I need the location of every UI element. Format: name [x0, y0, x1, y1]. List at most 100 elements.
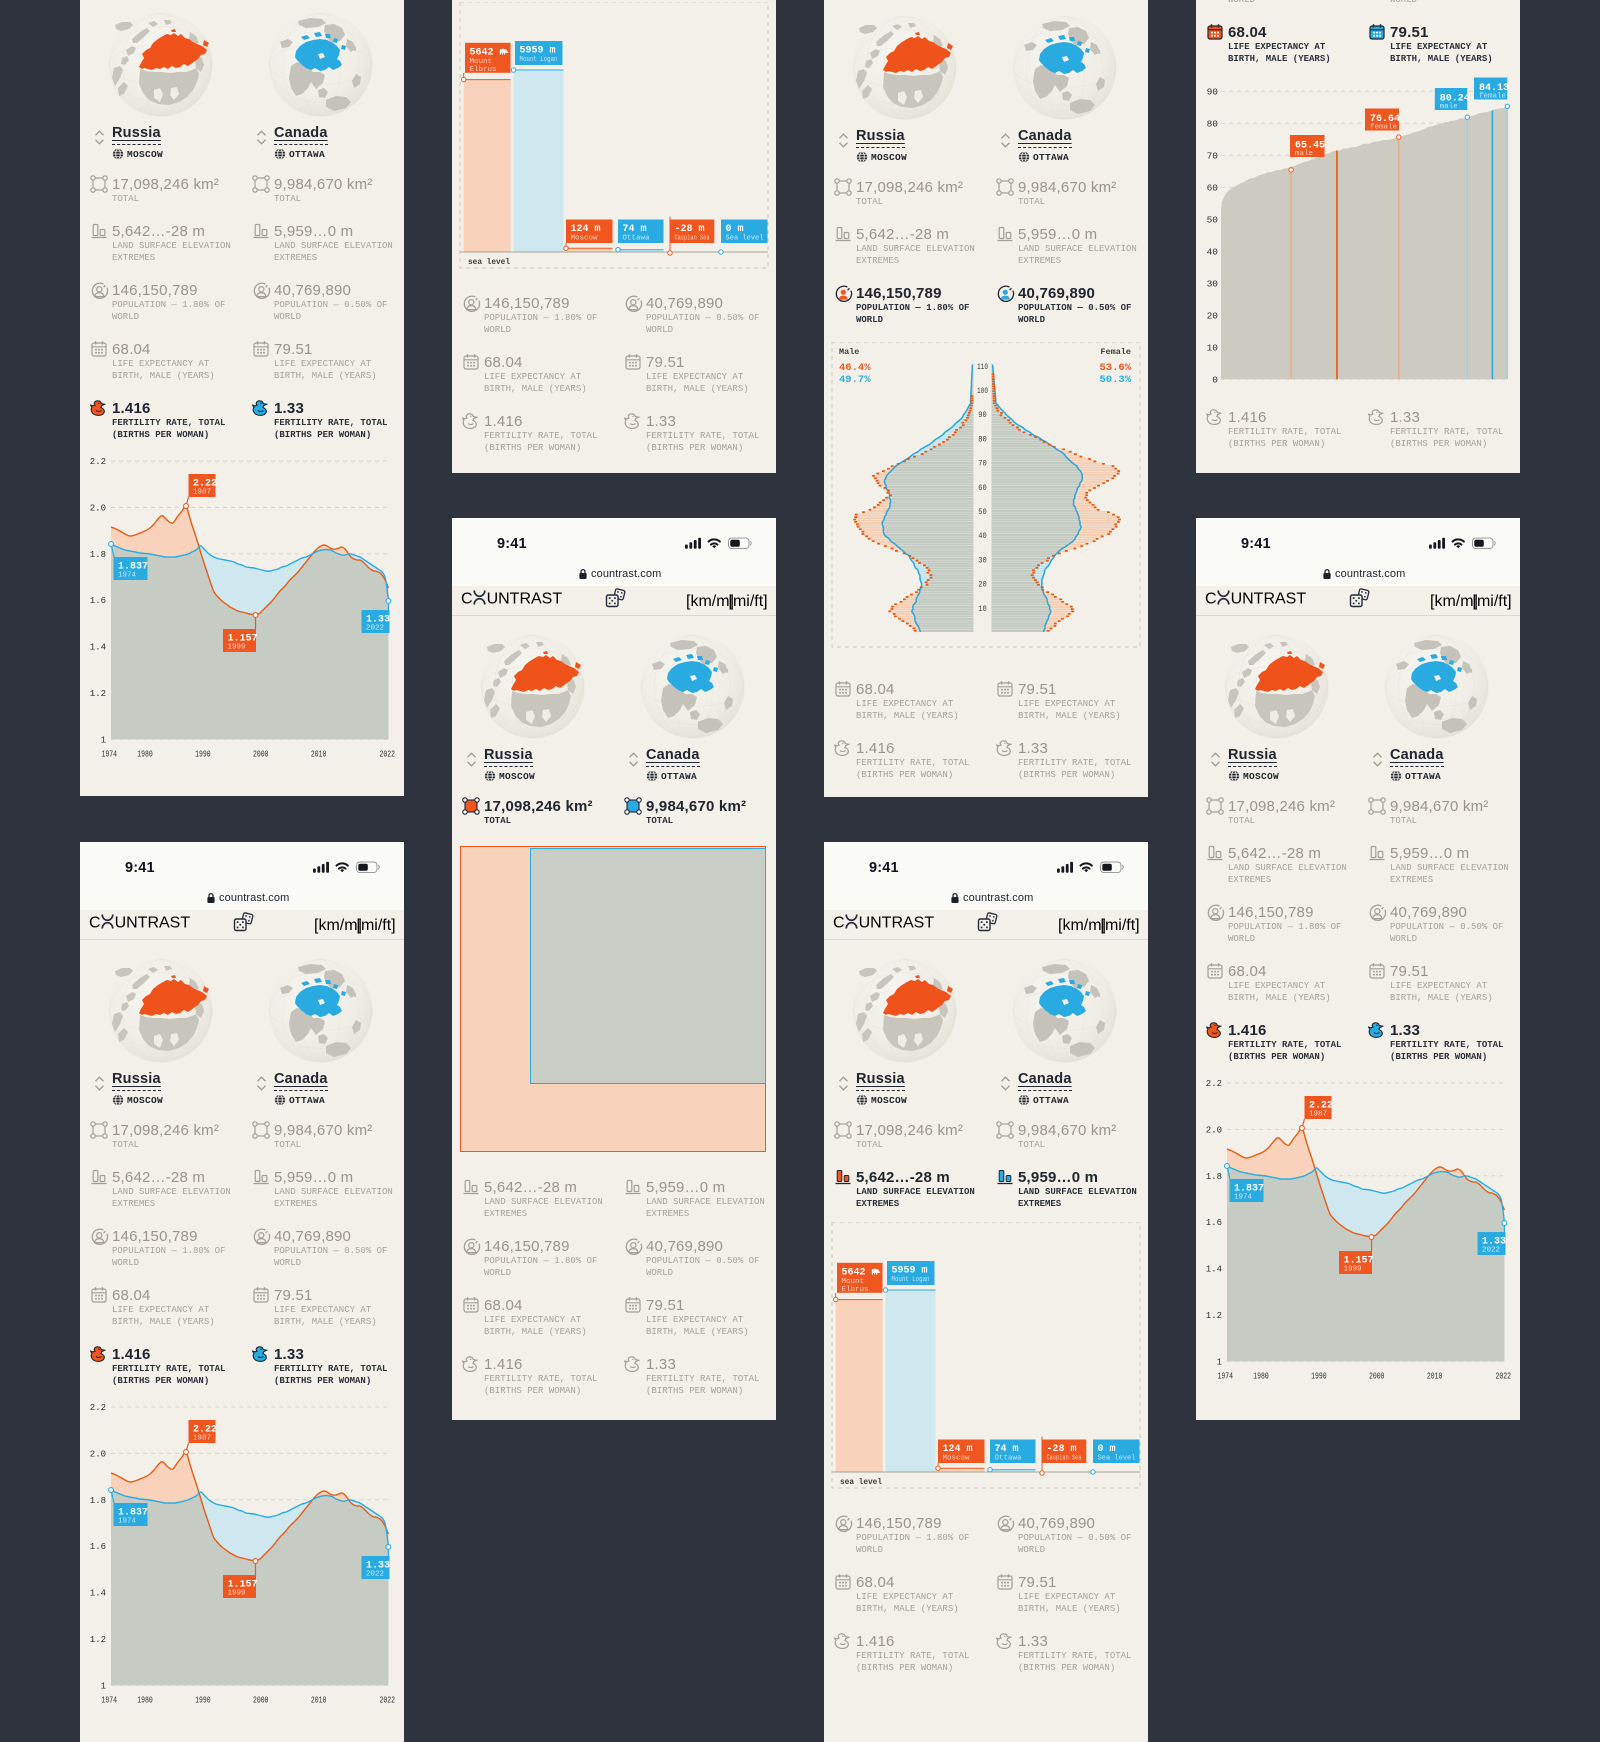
- svg-text:2.0: 2.0: [90, 503, 106, 513]
- svg-text:90: 90: [1207, 86, 1219, 97]
- svg-text:1999: 1999: [228, 644, 246, 652]
- svg-text:10: 10: [1207, 342, 1219, 353]
- svg-text:-28 m: -28 m: [1047, 1444, 1077, 1455]
- svg-text:2022: 2022: [380, 748, 396, 759]
- svg-text:1974: 1974: [118, 1518, 137, 1526]
- svg-text:sea level: sea level: [840, 1477, 882, 1487]
- svg-text:1: 1: [101, 735, 106, 745]
- svg-text:2.2: 2.2: [90, 1403, 106, 1413]
- svg-text:2000: 2000: [253, 1694, 269, 1705]
- svg-text:40: 40: [1207, 246, 1219, 257]
- svg-text:-28 m: -28 m: [675, 224, 705, 235]
- svg-text:Ottawa: Ottawa: [623, 235, 651, 243]
- svg-text:Moscow: Moscow: [571, 235, 599, 243]
- svg-text:1974: 1974: [1234, 1194, 1253, 1202]
- svg-text:2022: 2022: [1482, 1247, 1500, 1255]
- svg-text:2022: 2022: [366, 1571, 384, 1579]
- svg-text:2.0: 2.0: [1206, 1125, 1222, 1135]
- svg-text:1.6: 1.6: [90, 1542, 106, 1552]
- svg-text:50: 50: [1207, 214, 1219, 225]
- svg-text:2.2: 2.2: [90, 457, 106, 467]
- svg-text:0 m: 0 m: [1098, 1444, 1116, 1455]
- svg-text:1987: 1987: [193, 489, 211, 497]
- svg-text:2010: 2010: [311, 1694, 327, 1705]
- svg-text:84.13: 84.13: [1479, 83, 1509, 94]
- svg-text:1.157: 1.157: [228, 634, 258, 645]
- svg-text:Mount Logan: Mount Logan: [520, 56, 558, 64]
- svg-text:1987: 1987: [193, 1435, 211, 1443]
- svg-text:53.6%: 53.6%: [1099, 362, 1131, 374]
- svg-text:1990: 1990: [195, 1694, 211, 1705]
- svg-text:Caspian Sea: Caspian Sea: [1047, 1455, 1082, 1463]
- svg-text:0: 0: [1212, 374, 1218, 385]
- svg-text:5959 m: 5959 m: [892, 1266, 928, 1277]
- svg-text:2.0: 2.0: [90, 1449, 106, 1459]
- svg-text:1.6: 1.6: [90, 596, 106, 606]
- svg-text:74 m: 74 m: [623, 224, 647, 235]
- svg-text:1.2: 1.2: [90, 689, 106, 699]
- svg-text:2000: 2000: [253, 748, 269, 759]
- svg-text:1980: 1980: [137, 1694, 153, 1705]
- svg-text:Mount Logan: Mount Logan: [892, 1276, 930, 1284]
- svg-text:2022: 2022: [380, 1694, 396, 1705]
- svg-text:Caspian Sea: Caspian Sea: [675, 235, 710, 243]
- svg-text:Mount: Mount: [842, 1278, 865, 1286]
- svg-text:Sea level: Sea level: [1098, 1455, 1136, 1463]
- svg-text:Male: Male: [839, 347, 859, 357]
- svg-text:80: 80: [978, 434, 987, 444]
- svg-text:1999: 1999: [1344, 1266, 1362, 1274]
- svg-text:50.3%: 50.3%: [1099, 374, 1131, 386]
- svg-text:Moscow: Moscow: [943, 1455, 971, 1463]
- svg-text:76.64: 76.64: [1370, 114, 1400, 125]
- svg-text:50: 50: [978, 507, 987, 517]
- svg-text:Elbrus: Elbrus: [842, 1286, 869, 1294]
- svg-text:100: 100: [977, 386, 988, 396]
- svg-text:Sea level: Sea level: [726, 235, 764, 243]
- svg-text:2022: 2022: [366, 625, 384, 633]
- svg-text:1987: 1987: [1309, 1111, 1327, 1119]
- svg-text:1.33: 1.33: [366, 615, 390, 626]
- svg-text:65.45: 65.45: [1295, 141, 1325, 152]
- svg-text:80: 80: [1207, 118, 1219, 129]
- svg-text:1.8: 1.8: [1206, 1172, 1222, 1182]
- svg-text:male: male: [1440, 103, 1458, 111]
- svg-text:1.8: 1.8: [90, 550, 106, 560]
- svg-text:Elbrus: Elbrus: [470, 66, 497, 74]
- svg-text:1999: 1999: [228, 1590, 246, 1598]
- svg-text:49.7%: 49.7%: [839, 374, 871, 386]
- svg-text:1.4: 1.4: [1206, 1265, 1222, 1275]
- svg-text:2.22: 2.22: [1309, 1101, 1333, 1112]
- svg-text:30: 30: [1207, 278, 1219, 289]
- svg-text:1.4: 1.4: [90, 643, 106, 653]
- svg-text:20: 20: [1207, 310, 1219, 321]
- svg-text:90: 90: [978, 410, 987, 420]
- svg-text:1990: 1990: [1311, 1370, 1327, 1381]
- svg-text:sea level: sea level: [468, 257, 510, 267]
- svg-text:0 m: 0 m: [726, 224, 744, 235]
- svg-text:Female: Female: [1100, 347, 1131, 357]
- svg-text:124 m: 124 m: [943, 1444, 973, 1455]
- svg-text:1.4: 1.4: [90, 1589, 106, 1599]
- svg-text:74 m: 74 m: [995, 1444, 1019, 1455]
- svg-text:30: 30: [978, 555, 987, 565]
- svg-text:male: male: [1295, 150, 1313, 158]
- svg-text:1974: 1974: [118, 572, 137, 580]
- svg-text:female: female: [1370, 124, 1397, 132]
- svg-text:1.837: 1.837: [118, 562, 148, 573]
- svg-text:1: 1: [1217, 1357, 1222, 1367]
- svg-text:2000: 2000: [1369, 1370, 1385, 1381]
- svg-text:60: 60: [1207, 182, 1219, 193]
- svg-text:124 m: 124 m: [571, 224, 601, 235]
- svg-text:female: female: [1479, 93, 1506, 101]
- svg-text:46.4%: 46.4%: [839, 362, 871, 374]
- svg-text:1980: 1980: [1253, 1370, 1269, 1381]
- svg-text:1.2: 1.2: [1206, 1311, 1222, 1321]
- svg-text:1.837: 1.837: [1234, 1184, 1264, 1195]
- svg-text:20: 20: [978, 580, 987, 590]
- svg-text:70: 70: [978, 459, 987, 469]
- svg-text:2010: 2010: [311, 748, 327, 759]
- svg-text:5959 m: 5959 m: [520, 46, 556, 57]
- svg-text:1974: 1974: [1218, 1370, 1234, 1381]
- svg-text:2022: 2022: [1496, 1370, 1512, 1381]
- svg-text:2.2: 2.2: [1206, 1079, 1222, 1089]
